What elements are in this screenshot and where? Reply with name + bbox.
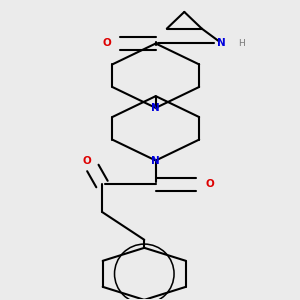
- Text: O: O: [83, 155, 92, 166]
- Text: O: O: [102, 38, 111, 49]
- Text: O: O: [205, 179, 214, 189]
- Text: N: N: [151, 155, 160, 166]
- Text: H: H: [238, 39, 245, 48]
- Text: N: N: [151, 103, 160, 113]
- Text: N: N: [217, 38, 225, 49]
